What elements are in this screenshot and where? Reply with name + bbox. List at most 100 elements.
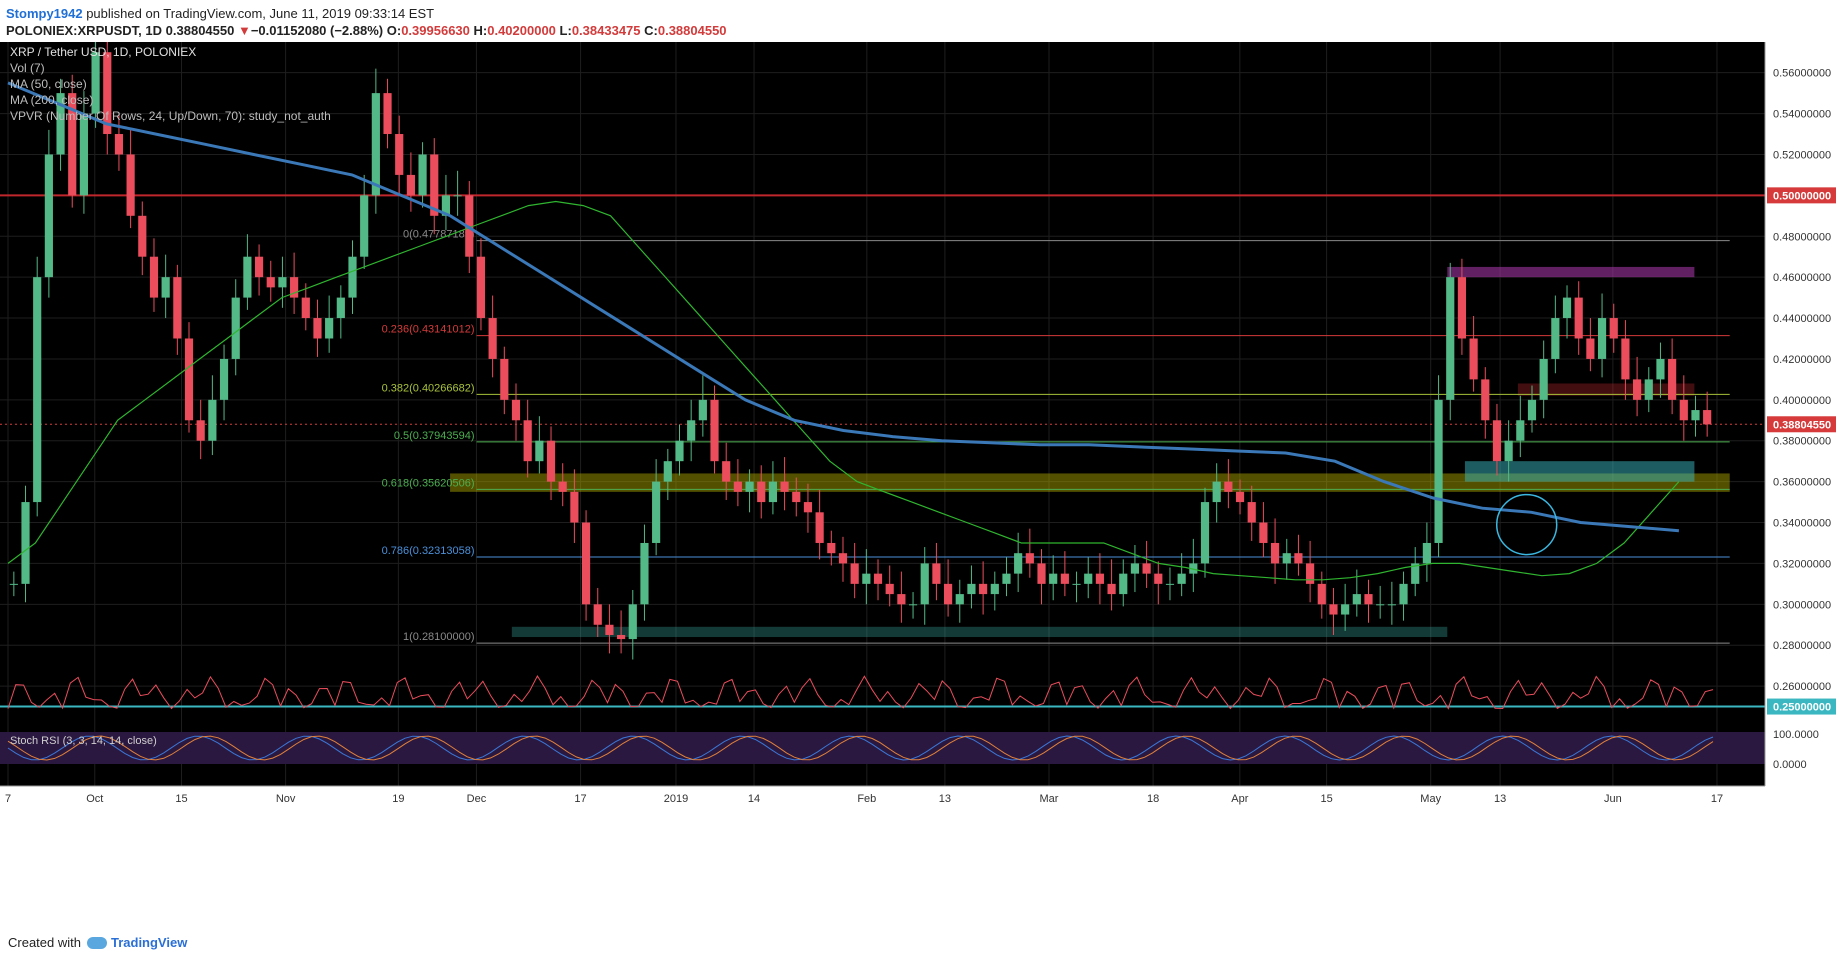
candle-body <box>885 583 894 595</box>
price-axis-tick: 0.38804550 <box>1773 419 1831 431</box>
candle-body <box>254 256 264 278</box>
candle-body <box>710 399 719 462</box>
candle-body <box>79 113 88 196</box>
candle-body <box>1633 379 1642 400</box>
candle-body <box>792 491 801 503</box>
candle-body <box>1574 297 1583 339</box>
candle-body <box>1119 573 1128 595</box>
time-axis-tick: Mar <box>1040 793 1059 805</box>
price-axis-highlight <box>1767 187 1836 204</box>
candle-body <box>21 502 30 584</box>
candle-body <box>325 318 334 339</box>
candle-body <box>290 277 299 298</box>
candle-body <box>1247 502 1256 523</box>
tradingview-logo[interactable]: TradingView <box>86 935 187 950</box>
candle-body <box>453 195 462 197</box>
time-axis-tick: 15 <box>175 793 187 805</box>
candle-body <box>1235 491 1245 503</box>
ma50-line <box>7 200 1680 581</box>
candle-body <box>1212 481 1221 503</box>
candle-body <box>558 481 567 492</box>
last-price: 0.38804550 <box>165 23 235 38</box>
fib-level-label: 0.382(0.40266682) <box>382 382 475 394</box>
candle-body <box>652 481 661 543</box>
candle-body <box>1668 358 1677 400</box>
price-axis-tick: 0.40000000 <box>1773 395 1831 407</box>
candle-body <box>1562 297 1572 319</box>
ohlc-bar: POLONIEX:XRPUSDT, 1D 0.38804550 ▼−0.0115… <box>6 23 727 38</box>
candle-body <box>336 297 345 319</box>
time-axis-tick: 7 <box>5 793 11 805</box>
candle-body <box>56 93 65 155</box>
candle-body <box>348 256 357 298</box>
candle-body <box>1399 583 1408 605</box>
candle-body <box>278 277 287 288</box>
time-axis-tick: May <box>1420 793 1441 805</box>
candle-body <box>722 461 731 482</box>
candle-body <box>780 481 789 492</box>
candle-body <box>161 277 170 298</box>
close-label: C: <box>644 23 658 38</box>
candle-body <box>546 440 556 482</box>
top-zone <box>1447 266 1695 278</box>
candle-body <box>1270 542 1280 564</box>
candle-body <box>1609 318 1618 339</box>
candle-body <box>617 634 626 640</box>
time-axis-tick: Feb <box>857 793 876 805</box>
candle-body <box>932 563 941 584</box>
price-axis-tick: 0.28000000 <box>1773 640 1831 652</box>
time-axis-tick: 2019 <box>664 793 688 805</box>
fib-level-label: 0.5(0.37943594) <box>394 430 475 442</box>
legend-entry: Vol (7) <box>10 61 45 75</box>
author-name[interactable]: Stompy1942 <box>6 6 83 21</box>
candle-body <box>815 512 824 543</box>
time-axis-tick: 19 <box>392 793 404 805</box>
candle-body <box>663 461 672 482</box>
circle-annotation <box>1495 493 1558 556</box>
low-value: 0.38433475 <box>571 23 641 38</box>
candle-body <box>1025 553 1034 564</box>
candle-body <box>1656 358 1665 380</box>
candle-body <box>990 583 999 595</box>
candle-body <box>184 338 194 421</box>
candle-body <box>1621 338 1630 380</box>
candle-body <box>441 195 451 216</box>
candle-body <box>1679 399 1688 421</box>
candle-body <box>1014 553 1023 574</box>
legend-entry: VPVR (Number Of Rows, 24, Up/Down, 70): … <box>10 109 331 123</box>
candle-body <box>44 154 53 278</box>
candle-body <box>1107 583 1116 595</box>
candle-body <box>488 318 497 359</box>
stoch-k-line <box>7 735 1714 761</box>
candle-body <box>628 604 637 640</box>
price-axis-tick: 0.48000000 <box>1773 231 1831 243</box>
candle-body <box>395 134 404 175</box>
price-axis-tick: 0.50000000 <box>1773 190 1831 202</box>
low-label: L: <box>559 23 572 38</box>
candle-body <box>1411 563 1420 584</box>
candle-body <box>430 154 439 216</box>
candle-body <box>231 297 240 359</box>
time-axis-tick: Apr <box>1231 793 1248 805</box>
time-axis-tick: 13 <box>939 793 951 805</box>
candle-body <box>1469 338 1478 380</box>
candle-body <box>745 481 754 492</box>
price-axis-tick: 0.30000000 <box>1773 599 1831 611</box>
price-axis-tick: 0.38000000 <box>1773 436 1831 448</box>
price-axis-tick: 0.42000000 <box>1773 354 1831 366</box>
candle-body <box>687 420 696 441</box>
candle-body <box>1434 399 1443 543</box>
candle-body <box>1516 420 1525 441</box>
candle-body <box>1586 338 1595 359</box>
time-axis-tick: 14 <box>748 793 760 805</box>
candle-body <box>500 358 509 400</box>
high-value: 0.40200000 <box>487 23 556 38</box>
candle-body <box>1259 522 1268 543</box>
price-chart[interactable]: 0(0.47787189) 0.236(0.43141012) 0.382(0.40… <box>0 42 1840 931</box>
price-change: −0.01152080 (−2.88%) <box>250 23 384 38</box>
candle-body <box>908 604 918 606</box>
legend-entry: MA (50, close) <box>10 77 87 91</box>
candle-body <box>1691 410 1700 421</box>
symbol: POLONIEX:XRPUSDT, 1D <box>6 23 163 38</box>
candle-body <box>897 594 906 605</box>
